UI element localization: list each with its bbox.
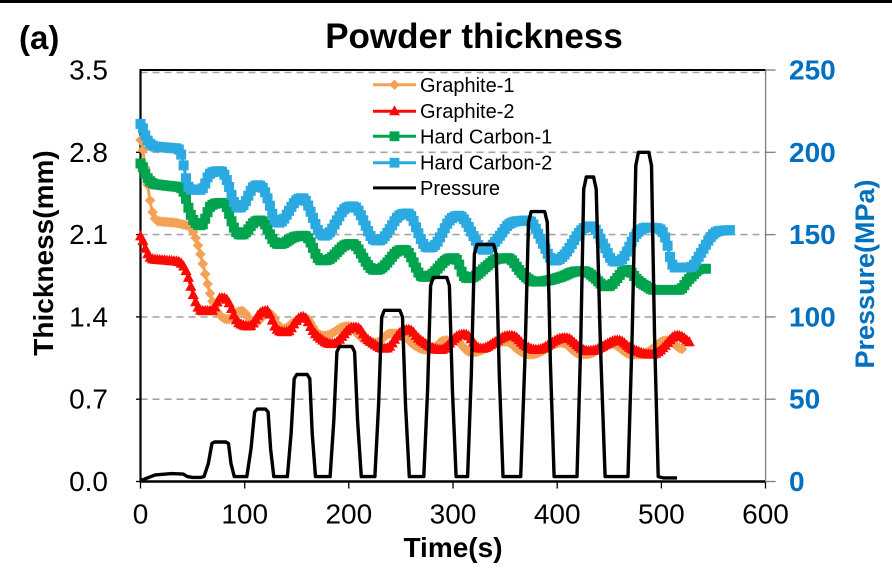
svg-text:0.7: 0.7	[69, 384, 108, 415]
svg-text:Hard Carbon-2: Hard Carbon-2	[420, 153, 552, 175]
svg-text:2.8: 2.8	[69, 137, 108, 168]
svg-text:(a): (a)	[19, 19, 59, 56]
svg-text:200: 200	[789, 137, 836, 168]
svg-text:Thickness(mm): Thickness(mm)	[28, 150, 59, 355]
svg-text:100: 100	[221, 499, 268, 530]
svg-text:Pressure: Pressure	[420, 178, 500, 200]
svg-text:500: 500	[638, 499, 685, 530]
svg-text:150: 150	[789, 219, 836, 250]
svg-text:Graphite-2: Graphite-2	[420, 101, 515, 123]
svg-text:Graphite-1: Graphite-1	[420, 75, 515, 97]
svg-text:Powder thickness: Powder thickness	[325, 17, 623, 56]
svg-text:0: 0	[789, 466, 805, 497]
svg-text:2.1: 2.1	[69, 219, 108, 250]
svg-text:Hard Carbon-1: Hard Carbon-1	[420, 126, 552, 148]
svg-text:1.4: 1.4	[69, 301, 108, 332]
svg-text:400: 400	[534, 499, 581, 530]
svg-text:Time(s): Time(s)	[403, 532, 502, 563]
svg-text:0: 0	[133, 499, 149, 530]
svg-text:3.5: 3.5	[69, 55, 108, 86]
svg-text:100: 100	[789, 301, 836, 332]
svg-text:200: 200	[325, 499, 372, 530]
svg-text:50: 50	[789, 384, 820, 415]
svg-text:300: 300	[430, 499, 477, 530]
svg-text:600: 600	[742, 499, 789, 530]
svg-text:0.0: 0.0	[69, 466, 108, 497]
svg-text:250: 250	[789, 55, 836, 86]
svg-text:Pressure(MPa): Pressure(MPa)	[850, 179, 880, 368]
